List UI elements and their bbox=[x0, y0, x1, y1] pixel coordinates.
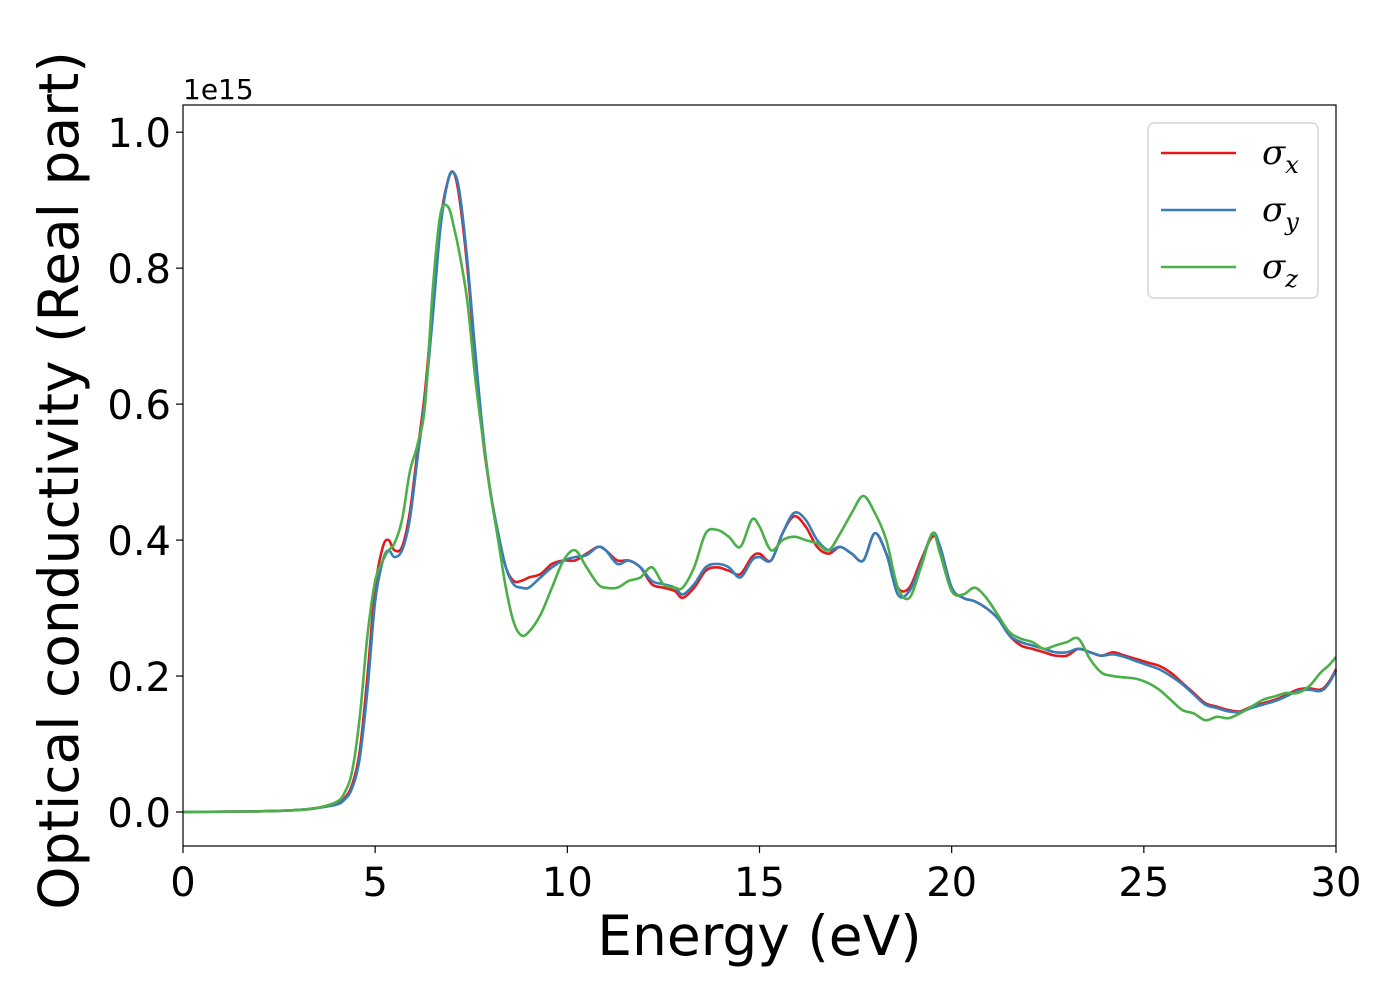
x-tick-label: 0 bbox=[170, 860, 195, 906]
y-offset-label: 1e15 bbox=[183, 73, 254, 106]
y-tick-label: 0.2 bbox=[107, 655, 171, 701]
legend-label-z: σz bbox=[1262, 247, 1298, 293]
x-tick-label: 20 bbox=[926, 860, 977, 906]
y-tick-label: 1.0 bbox=[107, 111, 171, 157]
y-tick-label: 0.6 bbox=[107, 383, 171, 429]
legend-label-y: σy bbox=[1262, 190, 1299, 236]
y-axis-ticks: 0.0 0.2 0.4 0.6 0.8 1.0 bbox=[107, 111, 183, 837]
series-line-z bbox=[182, 203, 1337, 814]
series-lines bbox=[182, 170, 1338, 814]
y-tick-label: 0.4 bbox=[107, 519, 171, 565]
x-axis-label: Energy (eV) bbox=[597, 904, 921, 968]
y-axis-label: Optical conductivity (Real part) bbox=[27, 51, 91, 910]
x-tick-label: 5 bbox=[362, 860, 387, 906]
legend-label-x: σx bbox=[1262, 133, 1299, 179]
x-tick-label: 25 bbox=[1118, 860, 1169, 906]
legend: σx σy σz bbox=[1147, 122, 1319, 299]
y-tick-label: 0.0 bbox=[107, 791, 171, 837]
x-tick-label: 10 bbox=[542, 860, 593, 906]
x-tick-label: 15 bbox=[734, 860, 785, 906]
y-tick-label: 0.8 bbox=[107, 247, 171, 293]
x-axis-ticks: 0 5 10 15 20 25 30 bbox=[170, 846, 1361, 906]
x-tick-label: 30 bbox=[1311, 860, 1362, 906]
